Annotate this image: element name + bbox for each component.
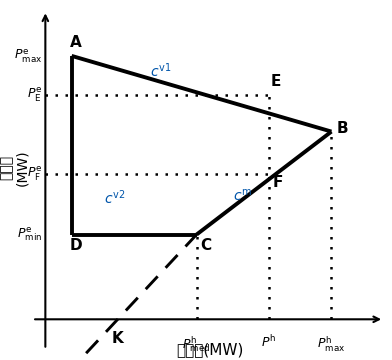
Text: 电功率
(MW): 电功率 (MW) bbox=[0, 150, 29, 186]
Text: $c^{\rm v2}$: $c^{\rm v2}$ bbox=[104, 189, 125, 207]
Text: 热功率(MW): 热功率(MW) bbox=[176, 342, 243, 357]
Text: D: D bbox=[70, 238, 83, 253]
Text: $P_{\rm max}^{\rm e}$: $P_{\rm max}^{\rm e}$ bbox=[14, 47, 42, 65]
Text: F: F bbox=[273, 175, 283, 190]
Text: $P_{\rm E}^{\rm e}$: $P_{\rm E}^{\rm e}$ bbox=[27, 86, 42, 104]
Text: $P_{\rm F}^{\rm e}$: $P_{\rm F}^{\rm e}$ bbox=[27, 165, 42, 183]
Text: $P_{\rm max}^{\rm h}$: $P_{\rm max}^{\rm h}$ bbox=[317, 334, 346, 354]
Text: K: K bbox=[112, 332, 123, 346]
Text: $c^{\rm m}$: $c^{\rm m}$ bbox=[233, 187, 252, 203]
Text: $P^{\rm h}$: $P^{\rm h}$ bbox=[261, 334, 276, 350]
Text: $P_{\rm min}^{\rm e}$: $P_{\rm min}^{\rm e}$ bbox=[17, 226, 42, 243]
Text: E: E bbox=[270, 74, 281, 89]
Text: B: B bbox=[336, 121, 348, 136]
Text: A: A bbox=[70, 35, 82, 50]
Text: $c^{\rm v1}$: $c^{\rm v1}$ bbox=[150, 62, 171, 80]
Text: C: C bbox=[200, 238, 211, 253]
Text: $P_{\rm med}^{\rm h}$: $P_{\rm med}^{\rm h}$ bbox=[182, 334, 211, 354]
